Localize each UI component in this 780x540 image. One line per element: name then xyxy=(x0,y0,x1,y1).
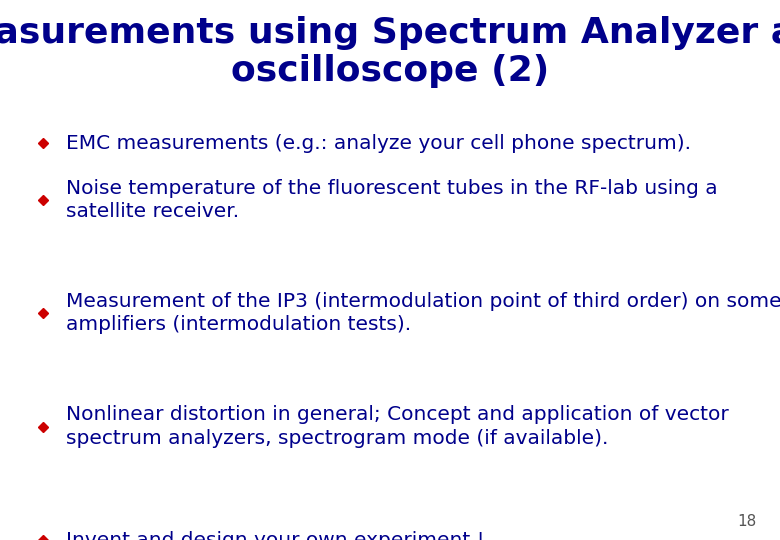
Text: EMC measurements (e.g.: analyze your cell phone spectrum).: EMC measurements (e.g.: analyze your cel… xyxy=(66,133,691,153)
Text: 18: 18 xyxy=(737,514,757,529)
Text: Measurement of the IP3 (intermodulation point of third order) on some
amplifiers: Measurement of the IP3 (intermodulation … xyxy=(66,292,780,334)
Text: Invent and design your own experiment !: Invent and design your own experiment ! xyxy=(66,530,485,540)
Text: Nonlinear distortion in general; Concept and application of vector
spectrum anal: Nonlinear distortion in general; Concept… xyxy=(66,406,729,448)
Text: Noise temperature of the fluorescent tubes in the RF-lab using a
satellite recei: Noise temperature of the fluorescent tub… xyxy=(66,179,718,221)
Text: Measurements using Spectrum Analyzer and
oscilloscope (2): Measurements using Spectrum Analyzer and… xyxy=(0,16,780,88)
